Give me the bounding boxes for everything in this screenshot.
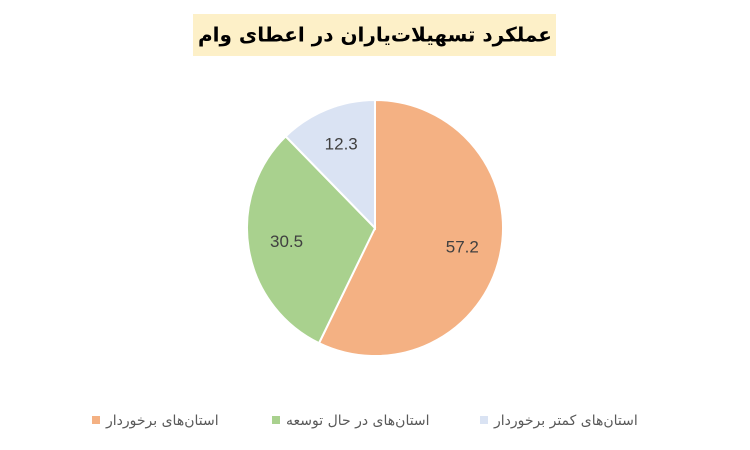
title-box xyxy=(193,14,556,56)
legend-label: استان‌های کمتر برخوردار xyxy=(493,413,638,429)
legend-marker xyxy=(92,416,100,424)
pie-slice xyxy=(317,98,504,357)
legend-label: استان‌های در حال توسعه xyxy=(286,413,430,429)
legend-marker xyxy=(480,416,488,424)
data-label: 57.2 xyxy=(446,238,479,257)
pie-slice xyxy=(246,134,377,345)
chart-title: عملکرد تسهیلات‌یاران در اعطای وام xyxy=(198,23,552,47)
legend-label: استان‌های برخوردار xyxy=(105,413,219,429)
legend-marker xyxy=(272,416,280,424)
data-label: 12.3 xyxy=(325,134,358,153)
data-label: 30.5 xyxy=(270,232,303,251)
pie-slice xyxy=(284,98,376,231)
